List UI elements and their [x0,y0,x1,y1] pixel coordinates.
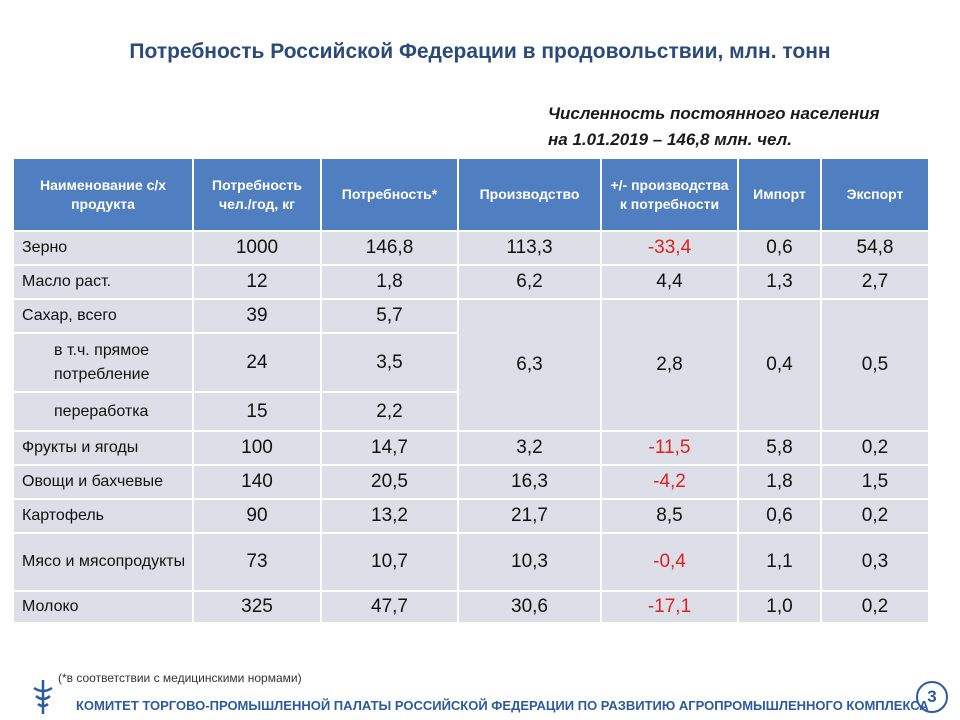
column-header: Импорт [737,157,822,232]
table-row: Картофель 90 13,2 21,7 8,5 0,6 0,2 [12,498,930,534]
cell: 1,3 [737,264,822,300]
row-label: Овощи и бахчевые [12,464,194,500]
row-label: Масло раст. [12,264,194,300]
cell: 8,5 [600,498,739,534]
logo [33,680,53,714]
cell: 0,3 [820,532,930,592]
cell: 90 [192,498,322,534]
cell: 0,6 [737,498,822,534]
column-header: Потребность* [320,157,459,232]
cell: 146,8 [320,230,459,266]
cell: 4,4 [600,264,739,300]
column-header: Производство [457,157,602,232]
cell: 1000 [192,230,322,266]
cell: 5,8 [737,430,822,466]
table-row: Молоко 325 47,7 30,6 -17,1 1,0 0,2 [12,590,930,624]
cell: 2,8 [600,298,739,432]
cell: 21,7 [457,498,602,534]
cell: 20,5 [320,464,459,500]
table-row: переработка 15 2,2 [12,391,929,432]
page-number: 3 [916,681,948,713]
cell: 6,3 [457,298,602,432]
row-label: в т.ч. прямое потребление [12,332,194,393]
column-header: Наименование с/х продукта [12,157,194,232]
cell: -33,4 [600,230,739,266]
cell: 14,7 [320,430,459,466]
cell: 2,2 [320,391,459,432]
table-row: в т.ч. прямое потребление 24 3,5 [12,332,929,393]
cell: 15 [192,391,322,432]
cell: 0,2 [820,430,930,466]
row-label: Молоко [12,590,194,624]
table-row: Фрукты и ягоды 100 14,7 3,2 -11,5 5,8 0,2 [12,430,930,466]
note-line: Численность постоянного населения [548,104,880,123]
cell: 5,7 [320,298,459,334]
cell: 1,1 [737,532,822,592]
row-label: Фрукты и ягоды [12,430,194,466]
cell: 1,5 [820,464,930,500]
cell: 30,6 [457,590,602,624]
cell: 1,0 [737,590,822,624]
cell: 1,8 [737,464,822,500]
cell: 10,3 [457,532,602,592]
cell: 10,7 [320,532,459,592]
table-row: Мясо и мясопродукты 73 10,7 10,3 -0,4 1,1 0,3 [12,532,930,592]
title: Потребность Российской Федерации в продо… [129,40,831,63]
cell: -0,4 [600,532,739,592]
cell: 100 [192,430,322,466]
footer: КОМИТЕТ ТОРГОВО-ПРОМЫШЛЕННОЙ ПАЛАТЫ РОСС… [76,698,929,713]
cell: 2,7 [820,264,930,300]
cell: 113,3 [457,230,602,266]
table: Наименование с/х продукта Потребность чел… [12,157,930,624]
cell: 24 [192,332,322,393]
cell: 0,4 [737,298,822,432]
cell: 140 [192,464,322,500]
cell: 0,5 [820,298,930,432]
cell: 13,2 [320,498,459,534]
cell: 12 [192,264,322,300]
column-header: Потребность чел./год, кг [192,157,322,232]
cell: -17,1 [600,590,739,624]
cell: 0,6 [737,230,822,266]
cell: -11,5 [600,430,739,466]
row-label: Зерно [12,230,194,266]
cell: 1,8 [320,264,459,300]
column-header: Экспорт [820,157,930,232]
table-row: Овощи и бахчевые 140 20,5 16,3 -4,2 1,8 1,5 [12,464,930,500]
cell: 3,2 [457,430,602,466]
row-label: Картофель [12,498,194,534]
cell: 325 [192,590,322,624]
cell: 16,3 [457,464,602,500]
note: Численность постоянного населения на 1.0… [548,101,879,153]
header-row: Наименование с/х продукта Потребность чел… [12,157,930,232]
note-line: на 1.01.2019 – 146,8 млн. чел. [548,130,792,149]
cell: 0,2 [820,590,930,624]
row-label: Мясо и мясопродукты [12,532,194,592]
footnote: (*в соответствии с медицинскими нормами) [58,671,302,685]
column-header: +/- производства к потребности [600,157,739,232]
cell: 73 [192,532,322,592]
table-body: Зерно 1000 146,8 113,3 -33,4 0,6 54,8 Масло рас… [12,230,930,624]
row-label: переработка [12,391,194,432]
table-row: Сахар, всего 39 5,7 6,3 2,8 0,4 0,5 [12,298,930,432]
cell: 54,8 [820,230,930,266]
row-label: Сахар, всего [12,298,194,334]
cell: -4,2 [600,464,739,500]
cell: 39 [192,298,322,334]
cell: 0,2 [820,498,930,534]
cell: 47,7 [320,590,459,624]
cell: 6,2 [457,264,602,300]
cell: 3,5 [320,332,459,393]
table-row: Зерно 1000 146,8 113,3 -33,4 0,6 54,8 [12,230,930,266]
table-row: Масло раст. 12 1,8 6,2 4,4 1,3 2,7 [12,264,930,300]
